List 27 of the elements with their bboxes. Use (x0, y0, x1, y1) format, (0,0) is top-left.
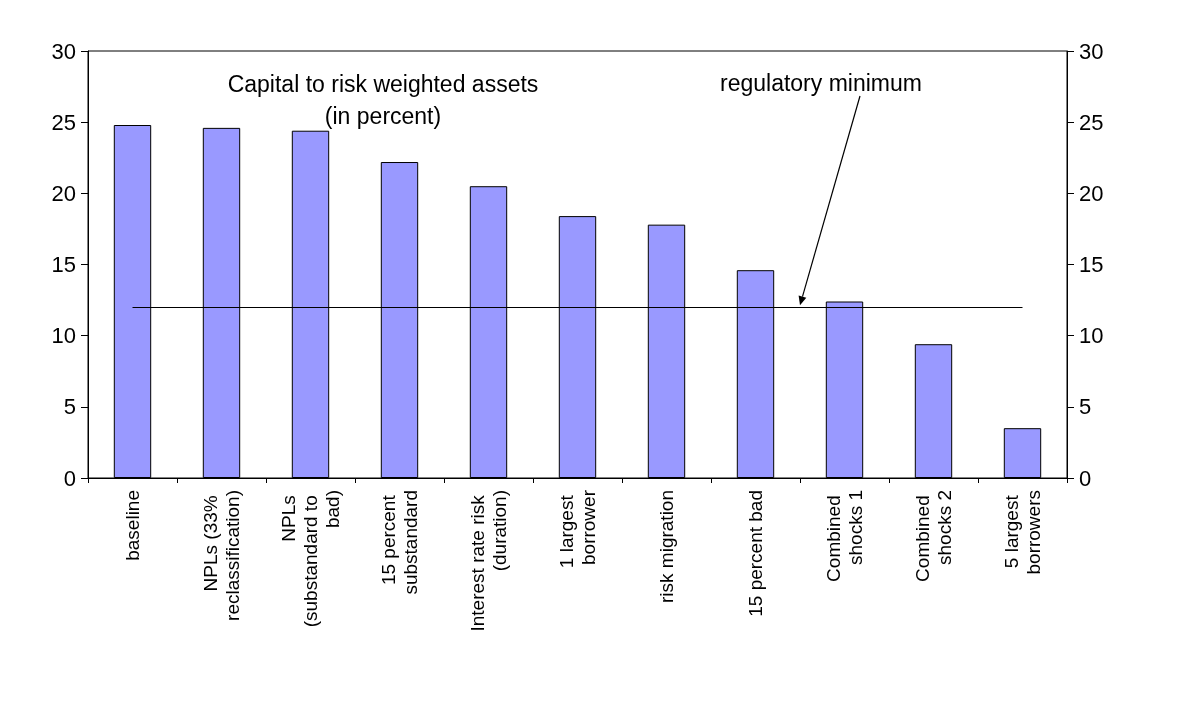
x-tick-label: NPLs (substandard to bad) (278, 490, 343, 628)
x-tick-label: risk migration (656, 490, 677, 603)
y-tick-label: 15 (51, 252, 76, 277)
y-tick-label: 5 (63, 394, 76, 420)
y2-tick-label: 20 (1079, 180, 1104, 206)
x-tick-label: 5 largest borrowers (1001, 490, 1044, 575)
y2-tick-label: 5 (1079, 394, 1092, 420)
x-tick-label: baseline (122, 490, 143, 561)
x-tick-label: 1 largest borrower (556, 489, 599, 569)
y2-tick-label: 25 (1079, 109, 1104, 135)
x-tick-label: 15 percent bad (745, 490, 766, 617)
y2-tick-label: 0 (1079, 465, 1092, 491)
x-tick-label: Interest rate risk (duration) (467, 490, 510, 632)
y-tick-label: 30 (51, 38, 76, 64)
x-tick-label: Combined shocks 2 (912, 490, 955, 582)
y-tick-label: 10 (51, 323, 76, 349)
ref-line-label: regulatory minimum (720, 69, 922, 96)
y2-tick-label: 10 (1079, 323, 1104, 349)
y-tick-label: 0 (63, 465, 76, 491)
x-tick-label: Combined shocks 1 (823, 490, 866, 582)
y-tick-label: 25 (51, 109, 76, 135)
y-tick-label: 20 (51, 180, 76, 206)
text: Capital to risk weighted assets (in percent) (227, 71, 539, 129)
x-tick-label: NPLs (33% reclassification) (200, 490, 243, 621)
x-tick-label: 15 percent substandard (378, 490, 421, 595)
y2-tick-label: 15 (1079, 252, 1104, 277)
y2-tick-label: 30 (1079, 38, 1104, 64)
